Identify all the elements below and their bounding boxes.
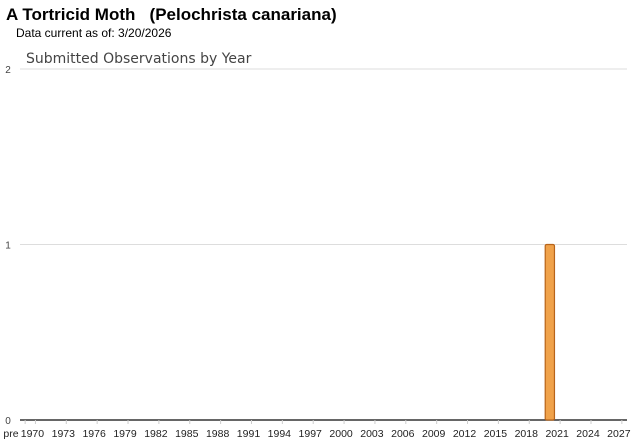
x-tick-label: 2024 <box>576 428 600 440</box>
x-tick-label: 2000 <box>329 428 353 440</box>
y-tick-label: 0 <box>5 416 11 427</box>
x-tick-label: 2015 <box>484 428 508 440</box>
x-tick-label: 1979 <box>113 428 137 440</box>
x-tick-label: pre <box>3 428 18 440</box>
x-tick-label: 1997 <box>299 428 323 440</box>
x-tick-label: 1982 <box>144 428 168 440</box>
bar-2020 <box>544 243 556 421</box>
x-tick-label: 2009 <box>422 428 446 440</box>
y-tick-label: 1 <box>5 241 11 252</box>
x-tick-label: 2012 <box>453 428 477 440</box>
x-tick-label: 1991 <box>237 428 261 440</box>
x-tick-label: 1976 <box>82 428 106 440</box>
y-tick-label: 2 <box>5 65 11 76</box>
x-tick-label: 1994 <box>268 428 292 440</box>
chart-title: Submitted Observations by Year <box>26 51 252 67</box>
x-tick-label: 1970 <box>21 428 45 440</box>
data-current-date: Data current as of: 3/20/2026 <box>16 26 172 40</box>
x-tick-label: 2018 <box>515 428 539 440</box>
x-tick-label: 1988 <box>206 428 230 440</box>
x-tick-label: 2003 <box>360 428 384 440</box>
x-tick-label: 2027 <box>607 428 631 440</box>
x-tick-label: 2021 <box>545 428 569 440</box>
x-tick-label: 2006 <box>391 428 415 440</box>
x-tick-label: 1973 <box>52 428 76 440</box>
x-tick-label: 1985 <box>175 428 199 440</box>
page-title: A Tortricid Moth (Pelochrista canariana) <box>6 5 337 24</box>
